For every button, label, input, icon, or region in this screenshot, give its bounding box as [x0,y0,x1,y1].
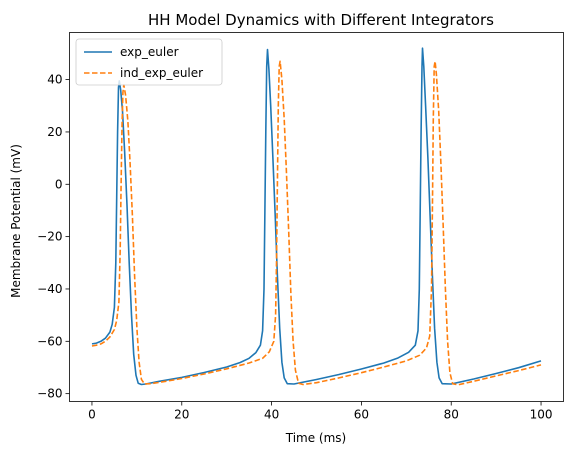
y-tick-label: −60 [37,334,62,348]
legend: exp_euler ind_exp_euler [75,38,223,86]
x-tick-label: 60 [354,408,369,422]
y-tick-label: −20 [37,230,62,244]
y-tick-label: −40 [37,282,62,296]
x-tick-label: 0 [88,408,96,422]
y-tick-label: 20 [47,125,62,139]
y-axis-label: Membrane Potential (mV) [9,144,23,298]
x-axis-label: Time (ms) [285,431,347,445]
y-ticks: −80 −60 −40 −20 0 20 40 [37,73,70,401]
x-tick-label: 100 [530,408,553,422]
legend-frame [75,38,223,86]
x-ticks: 0 20 40 60 80 100 [88,401,553,422]
series-line-ind_exp_euler [91,60,542,386]
x-tick-label: 40 [264,408,279,422]
legend-label-ind_exp_euler: ind_exp_euler [120,66,203,80]
chart-title: HH Model Dynamics with Different Integra… [148,11,494,29]
y-tick-label: −80 [37,387,62,401]
series-layer [91,47,542,386]
y-tick-label: 40 [47,73,62,87]
y-tick-label: 0 [55,177,63,191]
x-tick-label: 80 [444,408,459,422]
plot-frame [69,32,564,402]
x-tick-label: 20 [174,408,189,422]
series-line-exp_euler [91,47,542,386]
legend-label-exp_euler: exp_euler [120,45,179,59]
